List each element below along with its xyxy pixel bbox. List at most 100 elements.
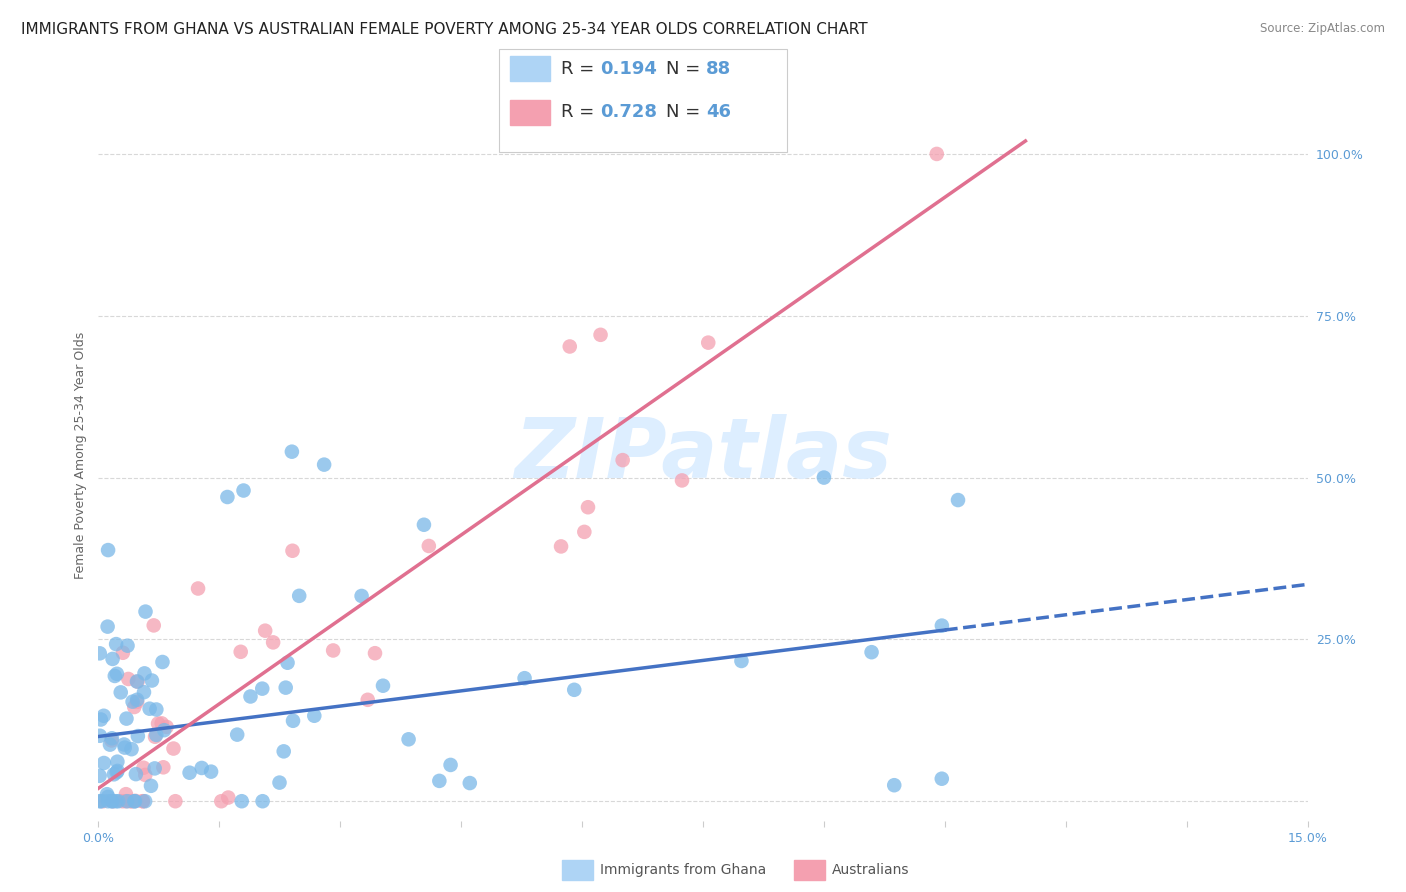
Text: Source: ZipAtlas.com: Source: ZipAtlas.com [1260,22,1385,36]
Point [156,720,179,734]
Point [93,708,115,723]
Point [458,776,481,790]
Point [117,639,139,653]
Point [124,794,146,808]
Point [105,755,128,769]
Point [112,738,135,752]
Point [105,666,128,681]
Point [371,679,394,693]
Point [231,794,253,808]
Point [97,543,120,558]
Point [146,716,169,731]
Point [100,733,122,747]
Point [89,646,111,660]
Point [589,327,612,342]
Point [127,674,149,689]
Point [115,794,138,808]
Point [269,775,291,789]
Point [562,682,585,697]
Point [90,713,112,727]
Point [252,794,274,808]
Point [145,728,167,742]
Point [107,764,129,778]
Point [91,794,114,808]
Point [98,738,121,752]
Point [97,789,120,804]
Point [314,458,336,472]
Point [364,646,387,660]
Point [200,764,222,779]
Point [89,729,111,743]
Point [152,760,174,774]
Point [574,524,596,539]
Point [101,731,124,746]
Point [273,744,295,758]
Point [209,794,232,808]
Point [105,765,128,780]
Point [111,794,134,808]
Point [187,582,209,596]
Point [125,674,148,689]
Point [143,761,166,775]
Point [288,589,311,603]
Text: Australians: Australians [832,863,910,877]
Point [277,656,299,670]
Point [398,732,420,747]
Point [150,716,173,731]
Point [152,655,174,669]
Point [134,768,156,782]
Point [124,700,146,714]
Point [132,794,155,808]
Point [612,453,634,467]
Text: N =: N = [666,103,706,121]
Y-axis label: Female Poverty Among 25-34 Year Olds: Female Poverty Among 25-34 Year Olds [75,331,87,579]
Point [127,692,149,706]
Point [550,540,572,554]
Text: R =: R = [561,103,600,121]
Point [357,693,380,707]
Text: Immigrants from Ghana: Immigrants from Ghana [600,863,766,877]
Point [883,778,905,792]
Point [350,589,373,603]
Point [281,444,304,458]
Point [124,794,146,808]
Point [697,335,720,350]
Point [162,741,184,756]
Point [101,652,124,666]
Point [813,470,835,484]
Point [111,646,134,660]
Point [121,794,143,808]
Point [145,702,167,716]
Point [190,761,212,775]
Point [281,543,304,558]
Point [89,769,111,783]
Point [114,740,136,755]
Point [439,758,461,772]
Text: N =: N = [666,60,706,78]
Text: 0.728: 0.728 [600,103,658,121]
Point [304,708,326,723]
Point [232,483,254,498]
Point [101,794,124,808]
Text: 0.194: 0.194 [600,60,657,78]
Point [143,730,166,744]
Point [931,618,953,632]
Point [252,681,274,696]
Point [576,500,599,515]
Point [134,605,156,619]
Point [122,794,145,808]
Point [97,794,120,808]
Point [115,712,138,726]
Point [418,539,440,553]
Point [90,794,112,808]
Point [115,794,138,808]
Point [93,756,115,770]
Point [89,794,111,808]
Point [138,702,160,716]
Point [132,794,155,808]
Point [96,787,118,801]
Point [413,517,436,532]
Point [120,794,142,808]
Text: IMMIGRANTS FROM GHANA VS AUSTRALIAN FEMALE POVERTY AMONG 25-34 YEAR OLDS CORRELA: IMMIGRANTS FROM GHANA VS AUSTRALIAN FEMA… [21,22,868,37]
Point [115,787,138,801]
